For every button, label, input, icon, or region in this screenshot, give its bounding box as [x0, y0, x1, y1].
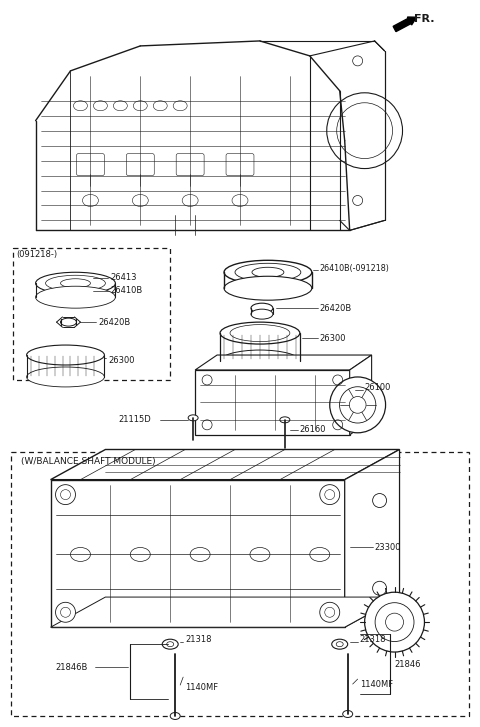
- Ellipse shape: [224, 276, 312, 300]
- Bar: [11, 451, 469, 716]
- Text: (W/BALANCE SHAFT MODULE): (W/BALANCE SHAFT MODULE): [21, 457, 155, 466]
- Polygon shape: [195, 355, 372, 370]
- Ellipse shape: [251, 309, 273, 319]
- Ellipse shape: [332, 639, 348, 649]
- Bar: [12, 249, 170, 380]
- Ellipse shape: [220, 322, 300, 344]
- Ellipse shape: [224, 260, 312, 284]
- Text: 26160: 26160: [300, 425, 326, 434]
- Text: 21846: 21846: [395, 659, 421, 669]
- Circle shape: [320, 485, 340, 505]
- Ellipse shape: [220, 350, 300, 372]
- Polygon shape: [350, 355, 372, 435]
- Ellipse shape: [343, 710, 353, 718]
- Circle shape: [330, 377, 385, 433]
- Text: 21318: 21318: [185, 635, 212, 643]
- Text: 23300: 23300: [374, 543, 401, 552]
- Circle shape: [372, 582, 386, 595]
- Text: 26300: 26300: [108, 356, 135, 364]
- Polygon shape: [50, 449, 399, 480]
- Ellipse shape: [26, 345, 104, 365]
- Ellipse shape: [190, 547, 210, 561]
- Ellipse shape: [250, 547, 270, 561]
- Ellipse shape: [130, 547, 150, 561]
- Ellipse shape: [71, 547, 90, 561]
- Ellipse shape: [310, 547, 330, 561]
- Text: 26410B: 26410B: [110, 286, 143, 294]
- Ellipse shape: [162, 639, 178, 649]
- Ellipse shape: [36, 273, 115, 294]
- Ellipse shape: [36, 286, 115, 308]
- Ellipse shape: [280, 417, 290, 423]
- Bar: [50, 480, 345, 627]
- Text: 26300: 26300: [320, 334, 346, 342]
- FancyArrow shape: [393, 17, 417, 31]
- Text: 26413: 26413: [110, 273, 137, 282]
- Text: (091218-): (091218-): [17, 250, 58, 259]
- Circle shape: [56, 602, 75, 622]
- Text: FR.: FR.: [415, 14, 435, 24]
- Text: 1140MF: 1140MF: [185, 683, 218, 691]
- Ellipse shape: [251, 303, 273, 313]
- Ellipse shape: [170, 712, 180, 720]
- Text: 26100: 26100: [365, 383, 391, 393]
- Text: 26410B(-091218): 26410B(-091218): [320, 264, 390, 273]
- Text: 1140MF: 1140MF: [360, 680, 393, 688]
- Circle shape: [56, 485, 75, 505]
- Text: 26420B: 26420B: [98, 318, 131, 326]
- Circle shape: [372, 494, 386, 507]
- Circle shape: [320, 602, 340, 622]
- Ellipse shape: [26, 367, 104, 387]
- Bar: [195, 370, 350, 435]
- Ellipse shape: [188, 415, 198, 421]
- Circle shape: [365, 593, 424, 652]
- Text: 21846B: 21846B: [56, 662, 88, 672]
- Polygon shape: [345, 449, 399, 627]
- Text: 26420B: 26420B: [320, 304, 352, 313]
- Text: 21115D: 21115D: [119, 415, 151, 425]
- Text: 21318: 21318: [360, 635, 386, 643]
- Polygon shape: [50, 597, 399, 627]
